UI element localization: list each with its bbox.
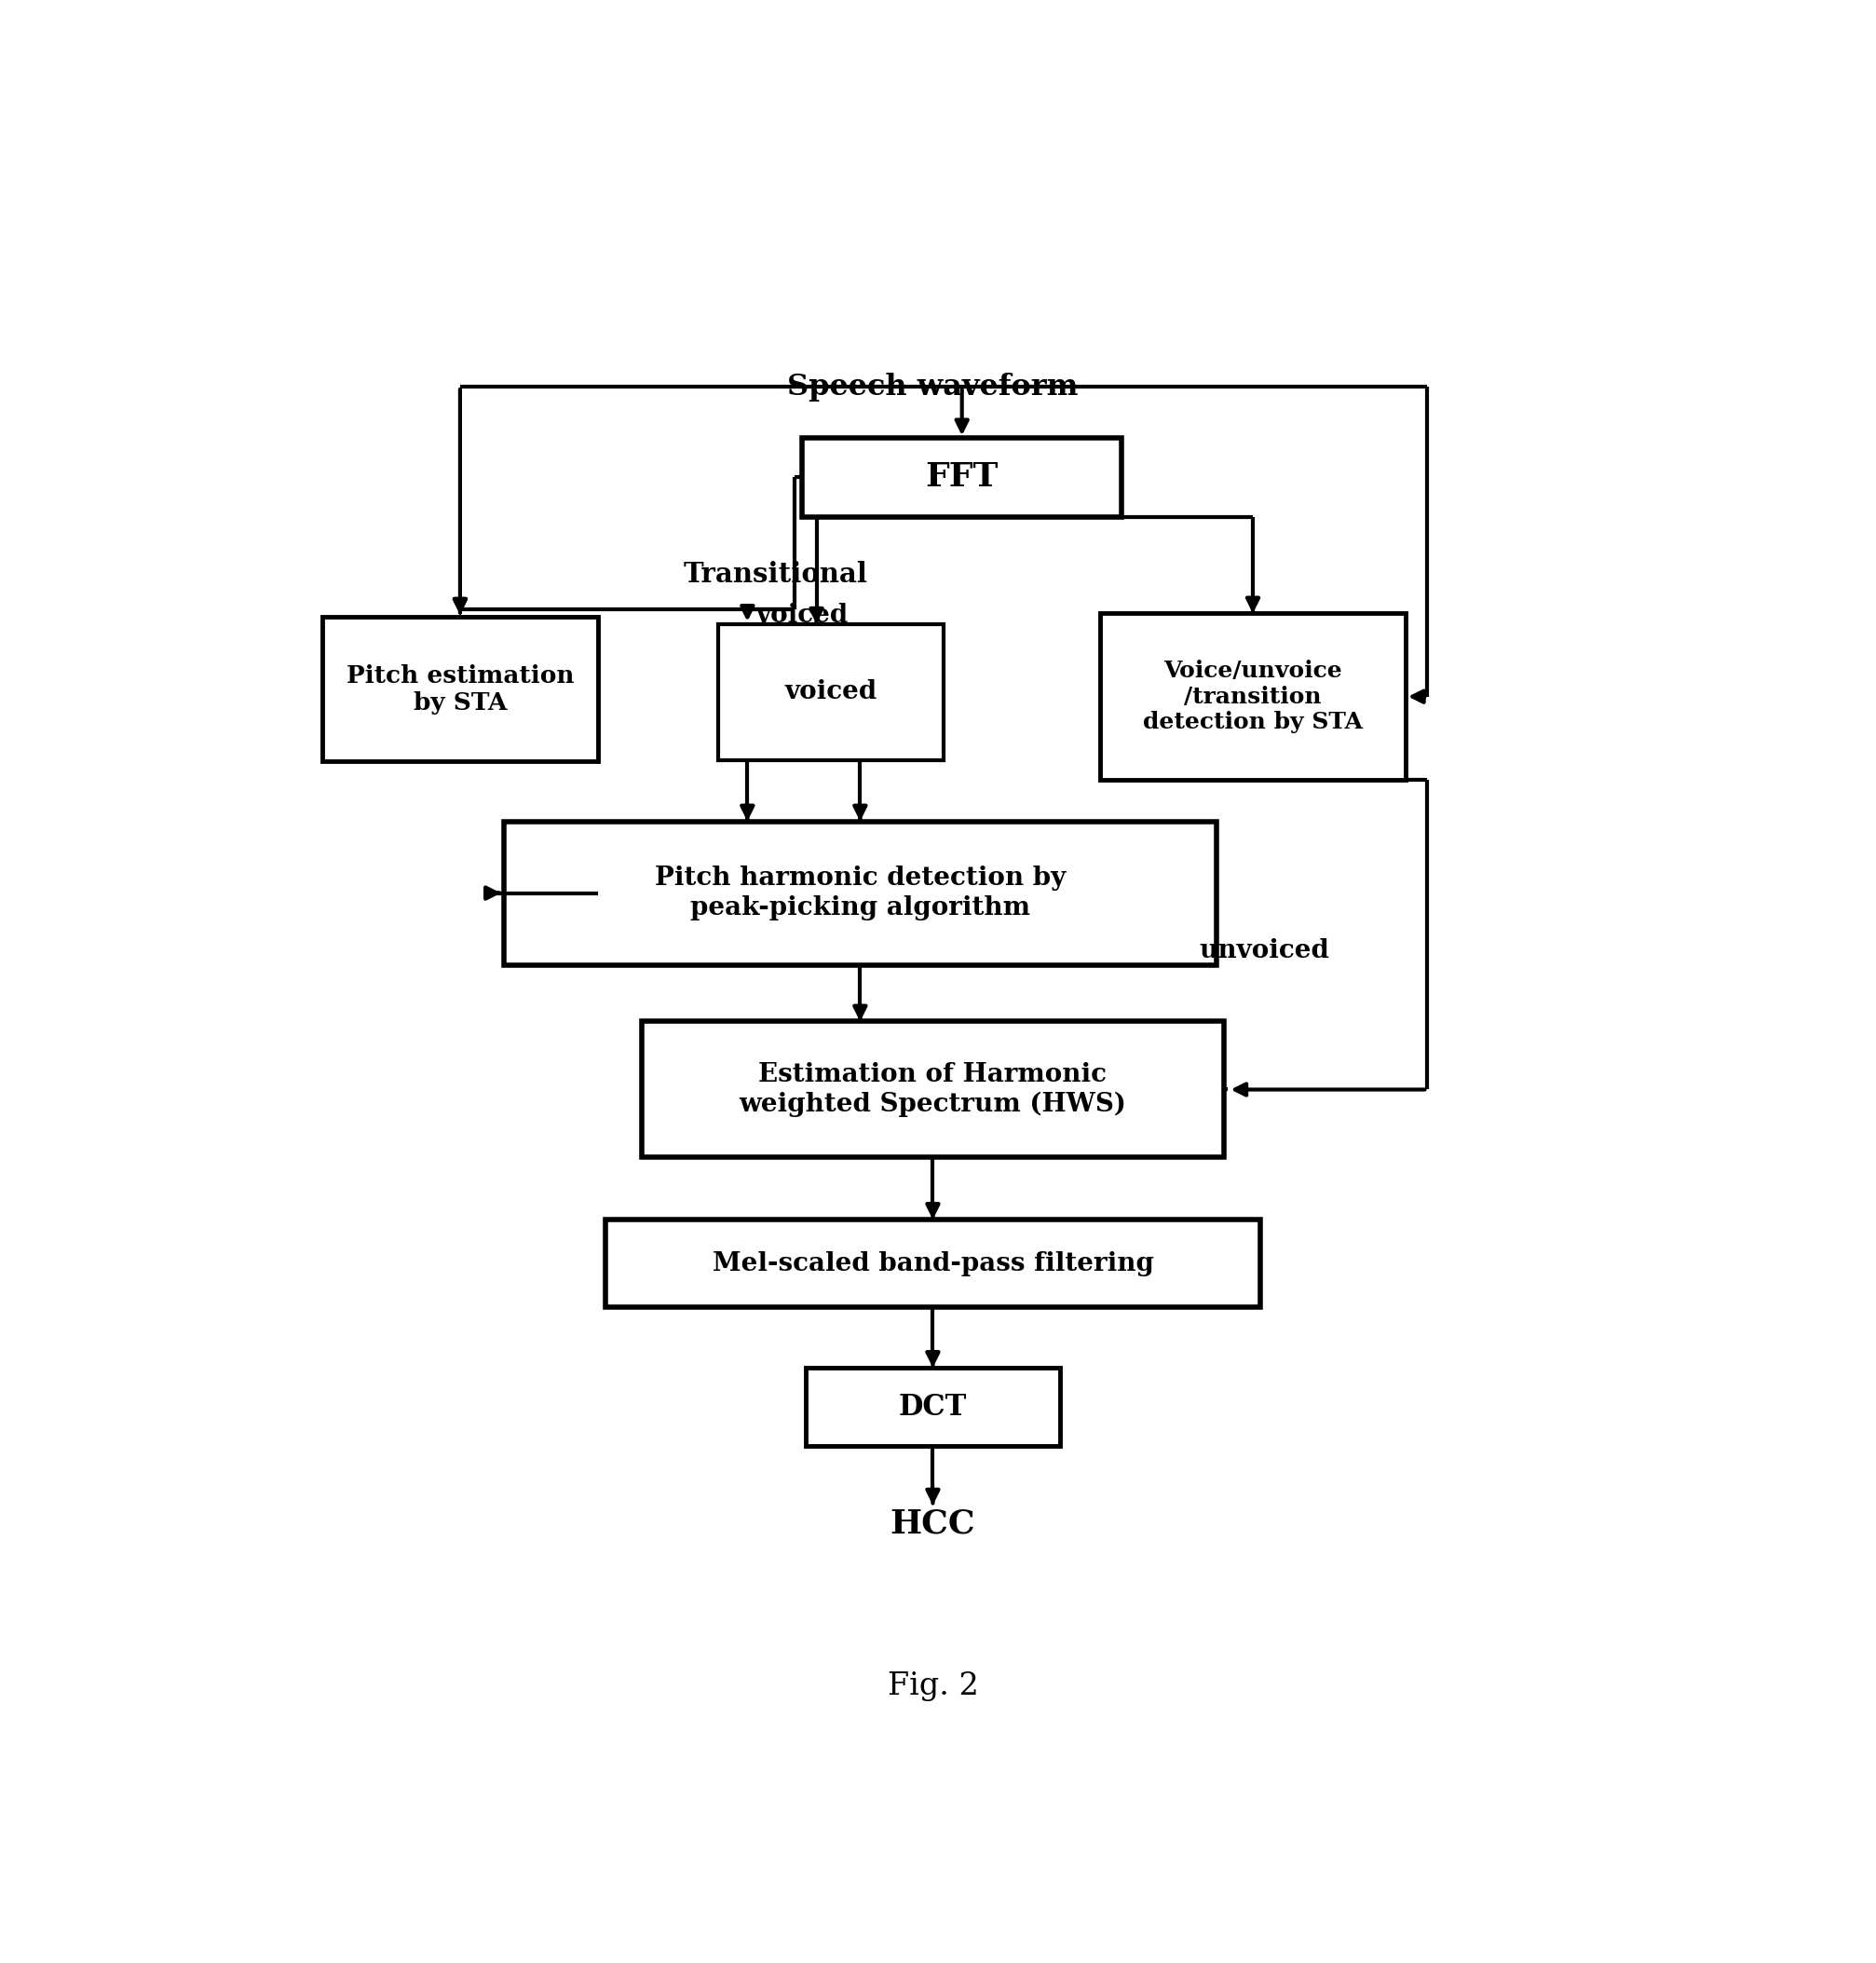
Text: DCT: DCT <box>899 1392 966 1421</box>
Text: HCC: HCC <box>889 1508 976 1539</box>
Text: Mel-scaled band-pass filtering: Mel-scaled band-pass filtering <box>711 1250 1154 1276</box>
Bar <box>606 1219 1259 1307</box>
Text: Pitch harmonic detection by
peak-picking algorithm: Pitch harmonic detection by peak-picking… <box>655 866 1066 921</box>
Text: Pitch estimation
by STA: Pitch estimation by STA <box>345 663 574 715</box>
Bar <box>503 821 1216 966</box>
Text: FFT: FFT <box>925 461 998 493</box>
Text: voiced: voiced <box>784 679 876 705</box>
Text: Speech waveform: Speech waveform <box>786 373 1079 400</box>
Text: Fig. 2: Fig. 2 <box>887 1672 977 1702</box>
Bar <box>1099 614 1405 779</box>
Bar <box>642 1021 1223 1158</box>
Text: Estimation of Harmonic
weighted Spectrum (HWS): Estimation of Harmonic weighted Spectrum… <box>739 1062 1126 1117</box>
Text: unvoiced: unvoiced <box>1199 938 1328 964</box>
Bar <box>719 624 944 760</box>
Bar <box>805 1368 1060 1447</box>
Text: voiced: voiced <box>756 603 848 628</box>
Bar <box>801 438 1122 516</box>
Text: Voice/unvoice
/transition
detection by STA: Voice/unvoice /transition detection by S… <box>1142 660 1362 734</box>
Bar <box>323 616 598 762</box>
Text: Transitional: Transitional <box>683 561 867 587</box>
